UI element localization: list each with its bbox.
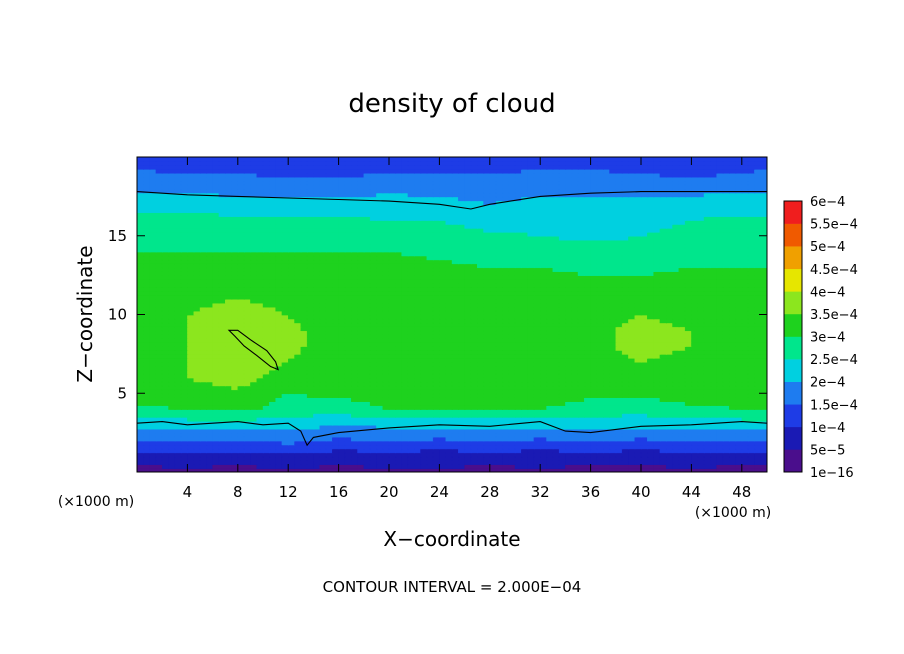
chart-title: density of cloud [348,89,555,119]
density-heatmap [137,157,767,472]
